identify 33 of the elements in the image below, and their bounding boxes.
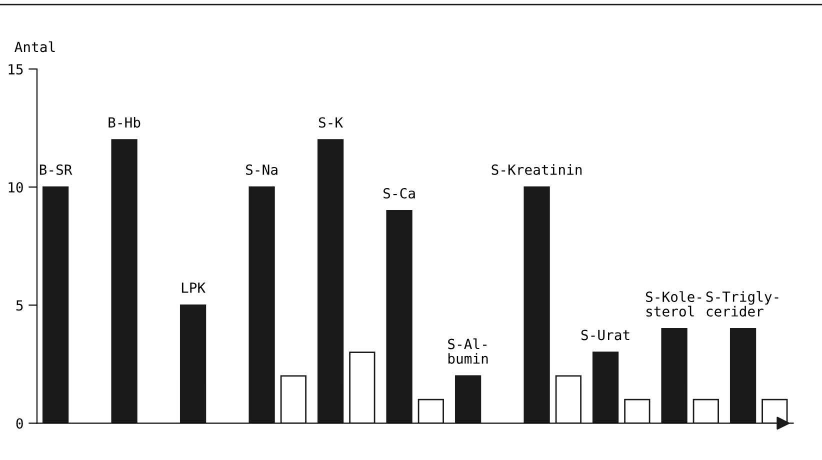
x-tick-label: S-K: [318, 117, 344, 128]
bar: [692, 398, 719, 424]
bar: [661, 328, 688, 424]
bar: [592, 352, 619, 424]
x-tick-label: S-Urat: [581, 330, 630, 340]
x-tick-label: S-Al- bumin: [448, 338, 488, 364]
x-tick-label: S-Kole- sterol: [646, 291, 702, 317]
x-tick-label: B-Hb: [108, 116, 140, 128]
bar: [317, 139, 344, 424]
x-tick-label: B-SR: [40, 164, 72, 175]
bar: [180, 304, 206, 424]
y-tick-label: 0: [16, 418, 23, 429]
bar: [524, 186, 550, 424]
bar: [42, 186, 69, 424]
y-tick-label: 10: [8, 182, 23, 193]
bar: [349, 352, 376, 424]
y-tick-label: 15: [8, 64, 23, 75]
x-tick-label: S-Na: [246, 164, 278, 175]
bar: [624, 398, 650, 424]
bar: [280, 375, 306, 424]
x-tick-label: S-Kreatinin: [492, 164, 582, 175]
bar: [248, 186, 275, 424]
y-axis-title: Antal: [14, 41, 55, 52]
x-tick-label: S-Trigly- cerider: [706, 291, 778, 317]
bar: [454, 375, 482, 424]
y-tick-label: 5: [16, 300, 23, 311]
bar: [555, 375, 582, 424]
bar: [386, 210, 412, 424]
bar: [730, 328, 756, 424]
bar: [418, 398, 444, 424]
x-tick-label: LPK: [182, 282, 206, 293]
x-tick-label: S-Ca: [384, 188, 415, 199]
bar: [111, 139, 138, 424]
